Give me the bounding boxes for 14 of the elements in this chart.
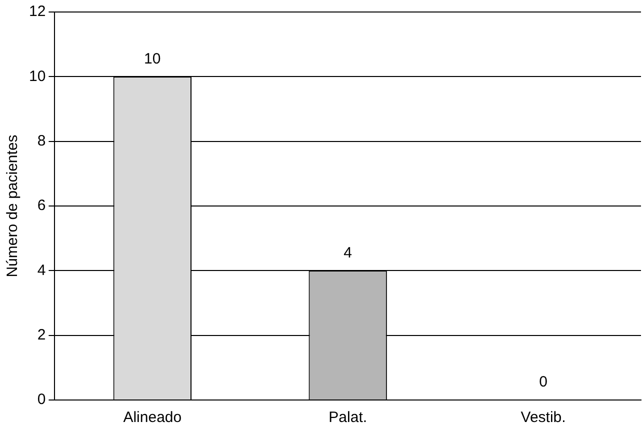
x-tick-label: Palat.	[328, 409, 368, 426]
y-tick-label: 8	[37, 132, 46, 150]
y-axis-title: Número de pacientes	[4, 134, 22, 278]
y-tick-label: 4	[37, 262, 46, 279]
y-tick-label: 6	[37, 197, 46, 214]
y-tick-label: 10	[28, 68, 46, 85]
data-label: 10	[144, 50, 161, 68]
x-tick-label: Alineado	[123, 409, 182, 426]
y-tick-label: 12	[28, 3, 46, 20]
y-tick-label: 0	[37, 391, 46, 408]
data-label: 0	[539, 374, 548, 391]
data-label: 4	[344, 244, 352, 262]
y-tick-label: 2	[37, 326, 46, 344]
x-tick-label: Vestib.	[520, 409, 566, 426]
